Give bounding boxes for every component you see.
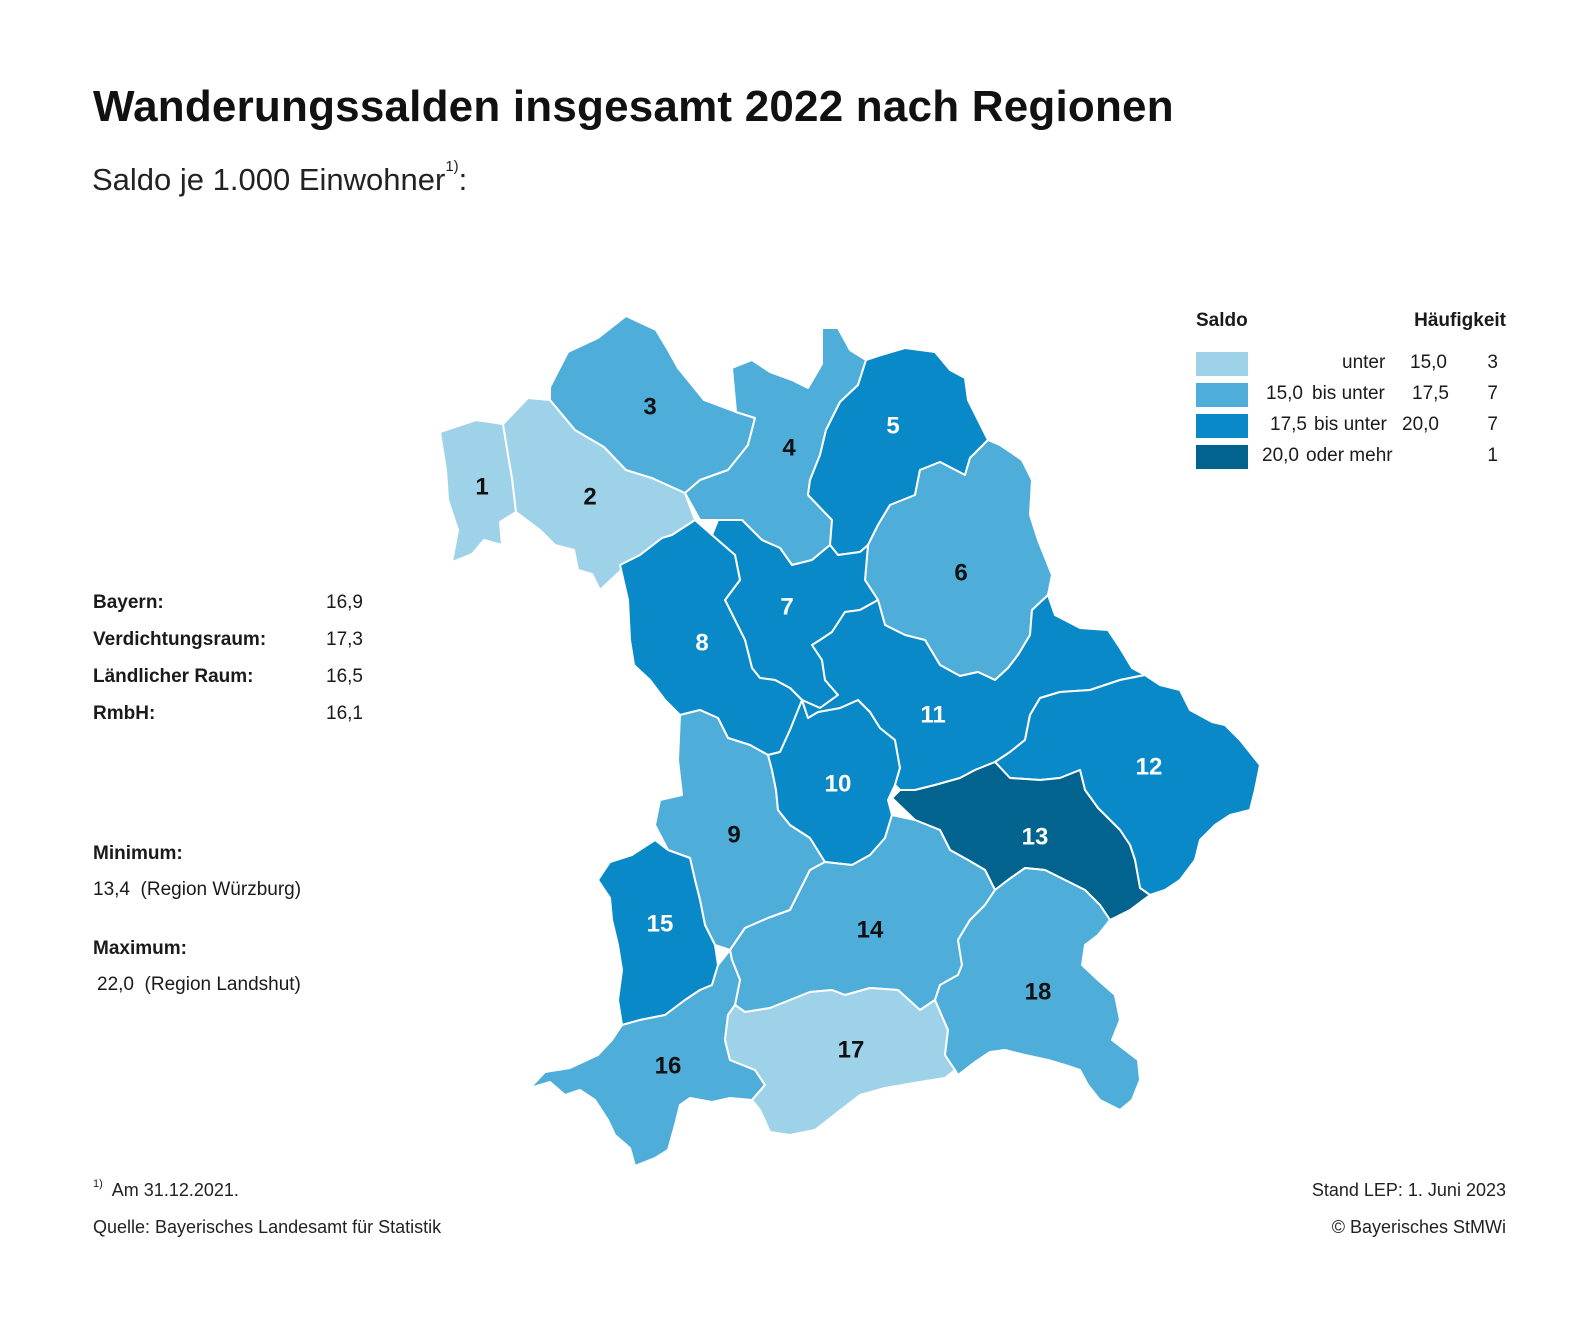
page-title: Wanderungssalden insgesamt 2022 nach Reg… — [93, 82, 1174, 131]
stat-value: 16,1 — [326, 703, 363, 724]
stat-value: 16,5 — [326, 666, 363, 687]
legend-from: 20,0 — [1262, 445, 1299, 466]
maximum-value-line: 22,0 (Region Landshut) — [93, 974, 301, 996]
region-label-15: 15 — [647, 911, 674, 938]
legend-from: 15,0 — [1266, 383, 1303, 404]
legend-header: Saldo Häufigkeit — [1196, 310, 1506, 350]
summary-stats: Bayern: 16,9 Verdichtungsraum: 17,3 Länd… — [93, 592, 363, 740]
stat-label: RmbH: — [93, 703, 156, 724]
minimum-value-line: 13,4 (Region Würzburg) — [93, 879, 301, 901]
region-label-5: 5 — [886, 413, 899, 440]
legend-item: 15,0 bis unter 17,5 7 — [1196, 381, 1506, 412]
footnote-text: Am 31.12.2021. — [111, 1180, 239, 1200]
region-16[interactable] — [529, 949, 766, 1167]
region-label-12: 12 — [1136, 754, 1163, 781]
legend-swatch — [1196, 352, 1248, 376]
legend-to: 15,0 — [1410, 352, 1447, 373]
maximum-block: Maximum: 22,0 (Region Landshut) — [93, 938, 301, 996]
legend-from: 17,5 — [1270, 414, 1307, 435]
minimum-value: 13,4 — [93, 879, 130, 900]
legend: Saldo Häufigkeit unter 15,0 3 15,0 bis u… — [1196, 310, 1506, 474]
minimum-label: Minimum: — [93, 843, 183, 864]
legend-swatch — [1196, 445, 1248, 469]
stat-label: Bayern: — [93, 592, 164, 613]
maximum-value: 22,0 — [97, 974, 134, 995]
stand-note: Stand LEP: 1. Juni 2023 — [1311, 1180, 1506, 1200]
stat-value: 16,9 — [326, 592, 363, 613]
legend-item: 17,5 bis unter 20,0 7 — [1196, 412, 1506, 443]
region-label-13: 13 — [1022, 824, 1049, 851]
legend-to: 20,0 — [1402, 414, 1439, 435]
subtitle-text: Saldo je 1.000 Einwohner — [92, 162, 446, 197]
legend-count: 7 — [1487, 383, 1498, 404]
legend-count: 7 — [1487, 414, 1498, 435]
legend-header-count: Häufigkeit — [1414, 310, 1506, 331]
stat-row-rmbh: RmbH: 16,1 — [93, 703, 363, 740]
legend-connector: oder mehr — [1306, 445, 1393, 466]
stat-row-bayern: Bayern: 16,9 — [93, 592, 363, 629]
subtitle: Saldo je 1.000 Einwohner1): — [92, 158, 468, 198]
stat-value: 17,3 — [326, 629, 363, 650]
region-label-10: 10 — [825, 771, 852, 798]
maximum-region: (Region Landshut) — [144, 974, 301, 995]
region-label-17: 17 — [838, 1037, 865, 1064]
legend-count: 3 — [1487, 352, 1498, 373]
subtitle-colon: : — [458, 162, 468, 197]
region-label-16: 16 — [655, 1053, 682, 1080]
region-label-1: 1 — [475, 474, 488, 501]
copyright-note: © Bayerisches StMWi — [1331, 1217, 1506, 1237]
region-18[interactable] — [934, 867, 1141, 1111]
source-note: Quelle: Bayerisches Landesamt für Statis… — [93, 1217, 442, 1237]
legend-item: unter 15,0 3 — [1196, 350, 1506, 381]
region-label-14: 14 — [857, 917, 884, 944]
maximum-label: Maximum: — [93, 938, 187, 959]
region-label-2: 2 — [583, 484, 596, 511]
legend-connector: unter — [1342, 352, 1386, 373]
legend-swatch — [1196, 383, 1248, 407]
legend-to: 17,5 — [1412, 383, 1449, 404]
legend-item: 20,0 oder mehr 1 — [1196, 443, 1506, 474]
region-label-4: 4 — [782, 435, 796, 462]
subtitle-footnote-mark: 1) — [445, 158, 459, 175]
region-label-3: 3 — [643, 394, 656, 421]
minimum-block: Minimum: 13,4 (Region Würzburg) — [93, 843, 301, 901]
region-label-7: 7 — [780, 594, 793, 621]
minimum-region: (Region Würzburg) — [140, 879, 302, 900]
stat-label: Ländlicher Raum: — [93, 666, 254, 687]
footnote-mark: 1) — [93, 1178, 103, 1190]
legend-count: 1 — [1487, 445, 1498, 466]
legend-header-saldo: Saldo — [1196, 310, 1248, 331]
region-label-18: 18 — [1025, 979, 1052, 1006]
stat-row-verdichtungsraum: Verdichtungsraum: 17,3 — [93, 629, 363, 666]
region-label-6: 6 — [954, 560, 967, 587]
legend-swatch — [1196, 414, 1248, 438]
footnote: 1) Am 31.12.2021. — [93, 1178, 239, 1201]
stat-label: Verdichtungsraum: — [93, 629, 267, 650]
stat-row-laendlicher-raum: Ländlicher Raum: 16,5 — [93, 666, 363, 703]
legend-connector: bis unter — [1314, 414, 1387, 435]
legend-connector: bis unter — [1312, 383, 1385, 404]
region-label-11: 11 — [920, 702, 945, 729]
region-label-8: 8 — [695, 630, 708, 657]
region-label-9: 9 — [727, 822, 740, 849]
